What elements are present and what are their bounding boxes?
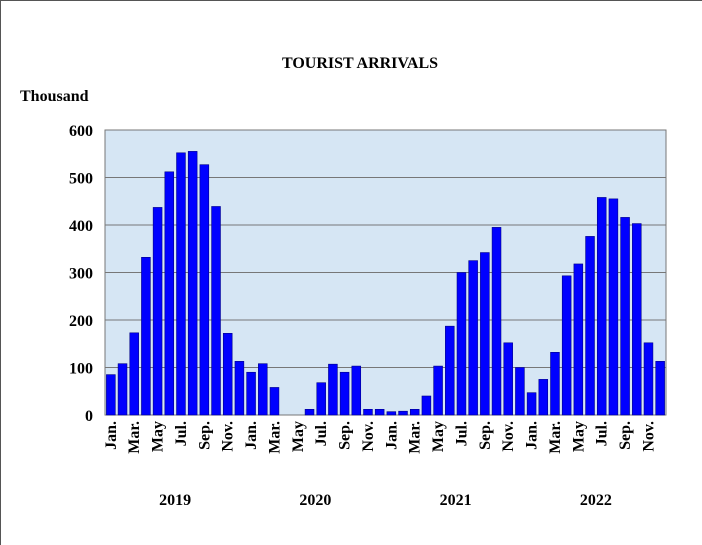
bar xyxy=(561,275,572,416)
y-tick-label: 400 xyxy=(69,218,93,235)
bar xyxy=(363,408,373,416)
bar xyxy=(643,342,654,416)
bar xyxy=(608,198,619,416)
x-tick-label: Jul. xyxy=(313,421,330,446)
bar xyxy=(199,164,210,416)
year-label: 2020 xyxy=(299,492,331,509)
bar xyxy=(258,363,268,416)
x-tick-label: Nov. xyxy=(640,421,657,452)
x-tick-label: Sep. xyxy=(617,421,634,450)
bar xyxy=(433,365,443,416)
x-tick-label: Jan. xyxy=(524,421,541,450)
bar xyxy=(456,272,467,416)
x-tick-label: Jan. xyxy=(383,421,400,450)
bar xyxy=(176,152,186,416)
bar xyxy=(339,371,350,416)
bar xyxy=(655,361,665,416)
bar xyxy=(211,206,221,416)
bar xyxy=(573,263,584,416)
bar xyxy=(445,325,455,416)
x-tick-label: Mar. xyxy=(547,421,564,454)
bar xyxy=(515,367,525,416)
bar xyxy=(491,227,502,416)
year-label: 2019 xyxy=(159,492,191,509)
bar xyxy=(222,332,233,416)
bar xyxy=(386,411,397,416)
bar xyxy=(141,256,151,416)
x-tick-label: Sep. xyxy=(337,421,354,450)
bar xyxy=(538,379,549,416)
bar xyxy=(246,371,256,416)
bar xyxy=(374,408,385,416)
x-tick-label: Jul. xyxy=(173,421,190,446)
y-tick-label: 100 xyxy=(69,361,93,378)
bar xyxy=(129,332,139,416)
bar xyxy=(152,207,163,416)
bar xyxy=(503,342,513,416)
x-tick-label: Mar. xyxy=(407,421,424,454)
bar xyxy=(187,151,198,416)
y-tick-label: 500 xyxy=(69,171,93,188)
x-tick-label: Mar. xyxy=(126,421,143,454)
bar xyxy=(398,410,408,416)
y-tick-label: 0 xyxy=(85,408,93,425)
x-tick-label: Nov. xyxy=(360,421,377,452)
y-axis-label: Thousand xyxy=(20,88,89,105)
bar xyxy=(620,217,630,416)
y-tick-label: 200 xyxy=(69,313,93,330)
year-label: 2022 xyxy=(580,492,612,509)
y-tick-label: 600 xyxy=(69,123,93,140)
bar xyxy=(117,363,128,416)
bar xyxy=(585,236,595,416)
bar xyxy=(234,361,245,416)
bar xyxy=(269,387,280,416)
bar xyxy=(480,252,490,416)
x-tick-label: Jan. xyxy=(243,421,260,450)
x-tick-label: May xyxy=(150,421,167,452)
year-label: 2021 xyxy=(440,492,472,509)
bar xyxy=(421,395,432,416)
y-tick-label: 300 xyxy=(69,266,93,283)
bar xyxy=(596,197,607,416)
x-tick-label: Mar. xyxy=(266,421,283,454)
x-tick-label: May xyxy=(430,421,447,452)
x-tick-label: Nov. xyxy=(220,421,237,452)
bar xyxy=(468,260,478,416)
bar xyxy=(351,365,362,416)
bar xyxy=(526,392,537,416)
x-tick-label: Jul. xyxy=(594,421,611,446)
bar xyxy=(164,171,175,416)
x-tick-label: May xyxy=(570,421,587,452)
bar xyxy=(409,408,420,416)
x-tick-label: Jul. xyxy=(453,421,470,446)
x-tick-label: Sep. xyxy=(196,421,213,450)
bar xyxy=(106,374,116,416)
x-tick-label: Sep. xyxy=(477,421,494,450)
bar xyxy=(304,408,315,416)
x-tick-label: Nov. xyxy=(500,421,517,452)
bar xyxy=(632,223,642,416)
x-tick-label: Jan. xyxy=(103,421,120,450)
chart-title: TOURIST ARRIVALS xyxy=(282,55,438,72)
bar xyxy=(550,351,560,416)
x-tick-label: May xyxy=(290,421,307,452)
bar xyxy=(328,363,338,416)
bar xyxy=(316,382,326,416)
